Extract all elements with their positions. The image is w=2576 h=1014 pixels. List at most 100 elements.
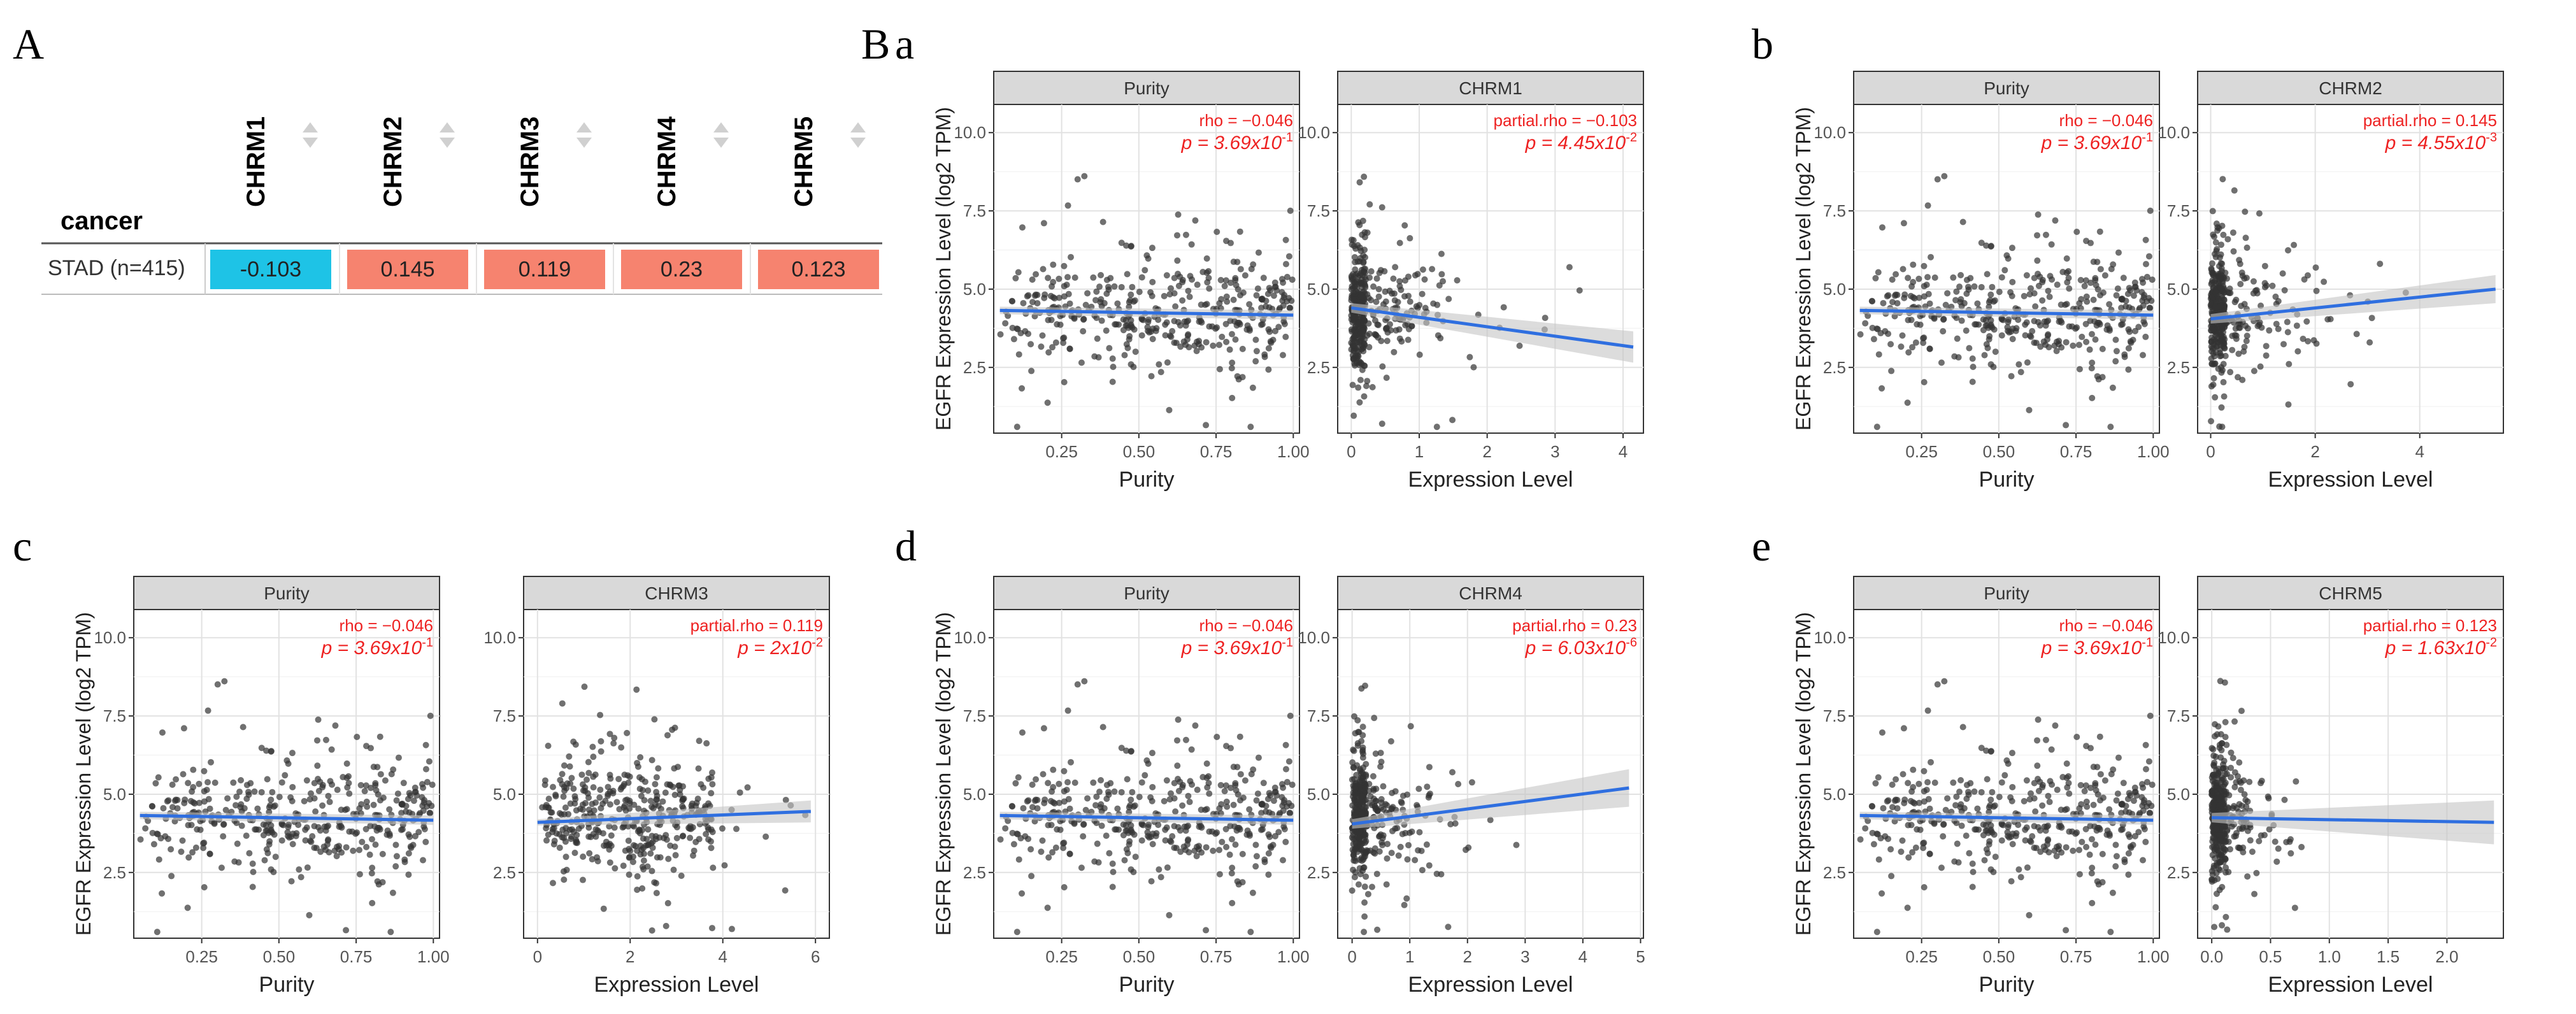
data-point — [2009, 841, 2016, 848]
data-point — [1002, 320, 1009, 327]
data-point — [2099, 850, 2106, 857]
data-point — [2216, 853, 2223, 860]
data-point — [1384, 841, 1391, 848]
data-point — [586, 850, 593, 857]
data-point — [421, 825, 428, 832]
data-point — [2088, 331, 2095, 338]
data-point — [1423, 841, 1430, 848]
data-point — [1020, 804, 1027, 811]
data-point — [1357, 846, 1364, 853]
data-point — [2258, 832, 2265, 839]
data-point — [429, 782, 436, 789]
plot-area — [523, 609, 830, 939]
data-point — [1175, 211, 1182, 218]
data-point — [1350, 764, 1357, 771]
data-point — [1105, 283, 1112, 290]
x-tick-label: 4 — [2415, 442, 2424, 461]
data-point — [1090, 274, 1097, 281]
data-point — [599, 800, 606, 807]
data-point — [1990, 869, 1997, 876]
data-point — [2113, 797, 2120, 804]
data-point — [2300, 335, 2307, 342]
p-value-exponent: -1 — [2142, 636, 2153, 650]
data-point — [2026, 911, 2033, 918]
data-point — [394, 790, 401, 797]
data-point — [2244, 873, 2251, 880]
data-point — [654, 854, 661, 861]
data-point — [2211, 759, 2218, 766]
data-point — [2089, 864, 2096, 871]
data-point — [2217, 678, 2224, 685]
data-point — [2036, 827, 2043, 834]
data-point — [2238, 708, 2245, 715]
data-point — [2043, 318, 2050, 325]
data-point — [709, 769, 716, 776]
data-point — [2006, 834, 2013, 841]
data-point — [204, 779, 211, 786]
data-point — [1375, 293, 1382, 300]
data-point — [2246, 778, 2253, 785]
data-point — [612, 865, 619, 872]
data-point — [1921, 283, 1928, 290]
scatter-points — [137, 678, 436, 936]
data-point — [2063, 927, 2070, 934]
data-point — [1061, 283, 1068, 290]
data-point — [410, 841, 417, 848]
data-point — [2121, 856, 2128, 863]
data-point — [1370, 785, 1377, 792]
data-point — [1009, 803, 1016, 810]
data-point — [220, 820, 227, 827]
data-point — [2017, 369, 2024, 376]
data-point — [2208, 260, 2215, 267]
heatmap-col-header: CHRM4 — [653, 116, 681, 207]
data-point — [1171, 823, 1178, 830]
facet-strip — [1853, 576, 2160, 610]
data-point — [1374, 926, 1381, 933]
data-point — [1025, 331, 1032, 338]
data-point — [2024, 359, 2031, 366]
data-point — [2140, 807, 2147, 814]
data-point — [1924, 779, 1931, 786]
data-point — [1351, 797, 1358, 804]
data-point — [374, 878, 381, 885]
data-point — [2043, 841, 2050, 848]
data-point — [1217, 782, 1224, 789]
data-point — [189, 788, 196, 795]
data-point — [2005, 255, 2012, 262]
y-tick-label: 7.5 — [1823, 706, 1846, 725]
heatmap-row-label: STAD (n=415) — [48, 256, 185, 280]
data-point — [428, 803, 435, 810]
data-point — [379, 850, 386, 857]
data-point — [1900, 725, 1907, 732]
facet-title: Purity — [1984, 583, 2029, 603]
data-point — [719, 825, 726, 832]
data-point — [676, 791, 683, 798]
data-point — [2066, 285, 2073, 292]
x-tick-label: 1.00 — [2137, 947, 2170, 966]
data-point — [733, 825, 740, 832]
data-point — [168, 846, 175, 853]
data-point — [1901, 291, 1908, 298]
data-point — [1246, 832, 1253, 839]
data-point — [1074, 176, 1081, 183]
data-point — [1177, 343, 1184, 350]
data-point — [728, 925, 735, 932]
data-point — [211, 819, 218, 826]
data-point — [627, 847, 634, 854]
data-point — [2021, 292, 2028, 299]
data-point — [1361, 288, 1368, 295]
data-point — [2284, 247, 2291, 254]
data-point — [292, 832, 299, 839]
data-point — [1141, 772, 1148, 779]
data-point — [1419, 266, 1426, 273]
regression-line — [1350, 306, 1634, 349]
data-point — [708, 826, 715, 833]
data-point — [631, 801, 638, 808]
x-tick-label: 1.5 — [2377, 947, 2400, 966]
data-point — [690, 852, 697, 859]
data-point — [1286, 810, 1293, 817]
data-point — [1265, 366, 1272, 373]
data-point — [2252, 287, 2259, 294]
